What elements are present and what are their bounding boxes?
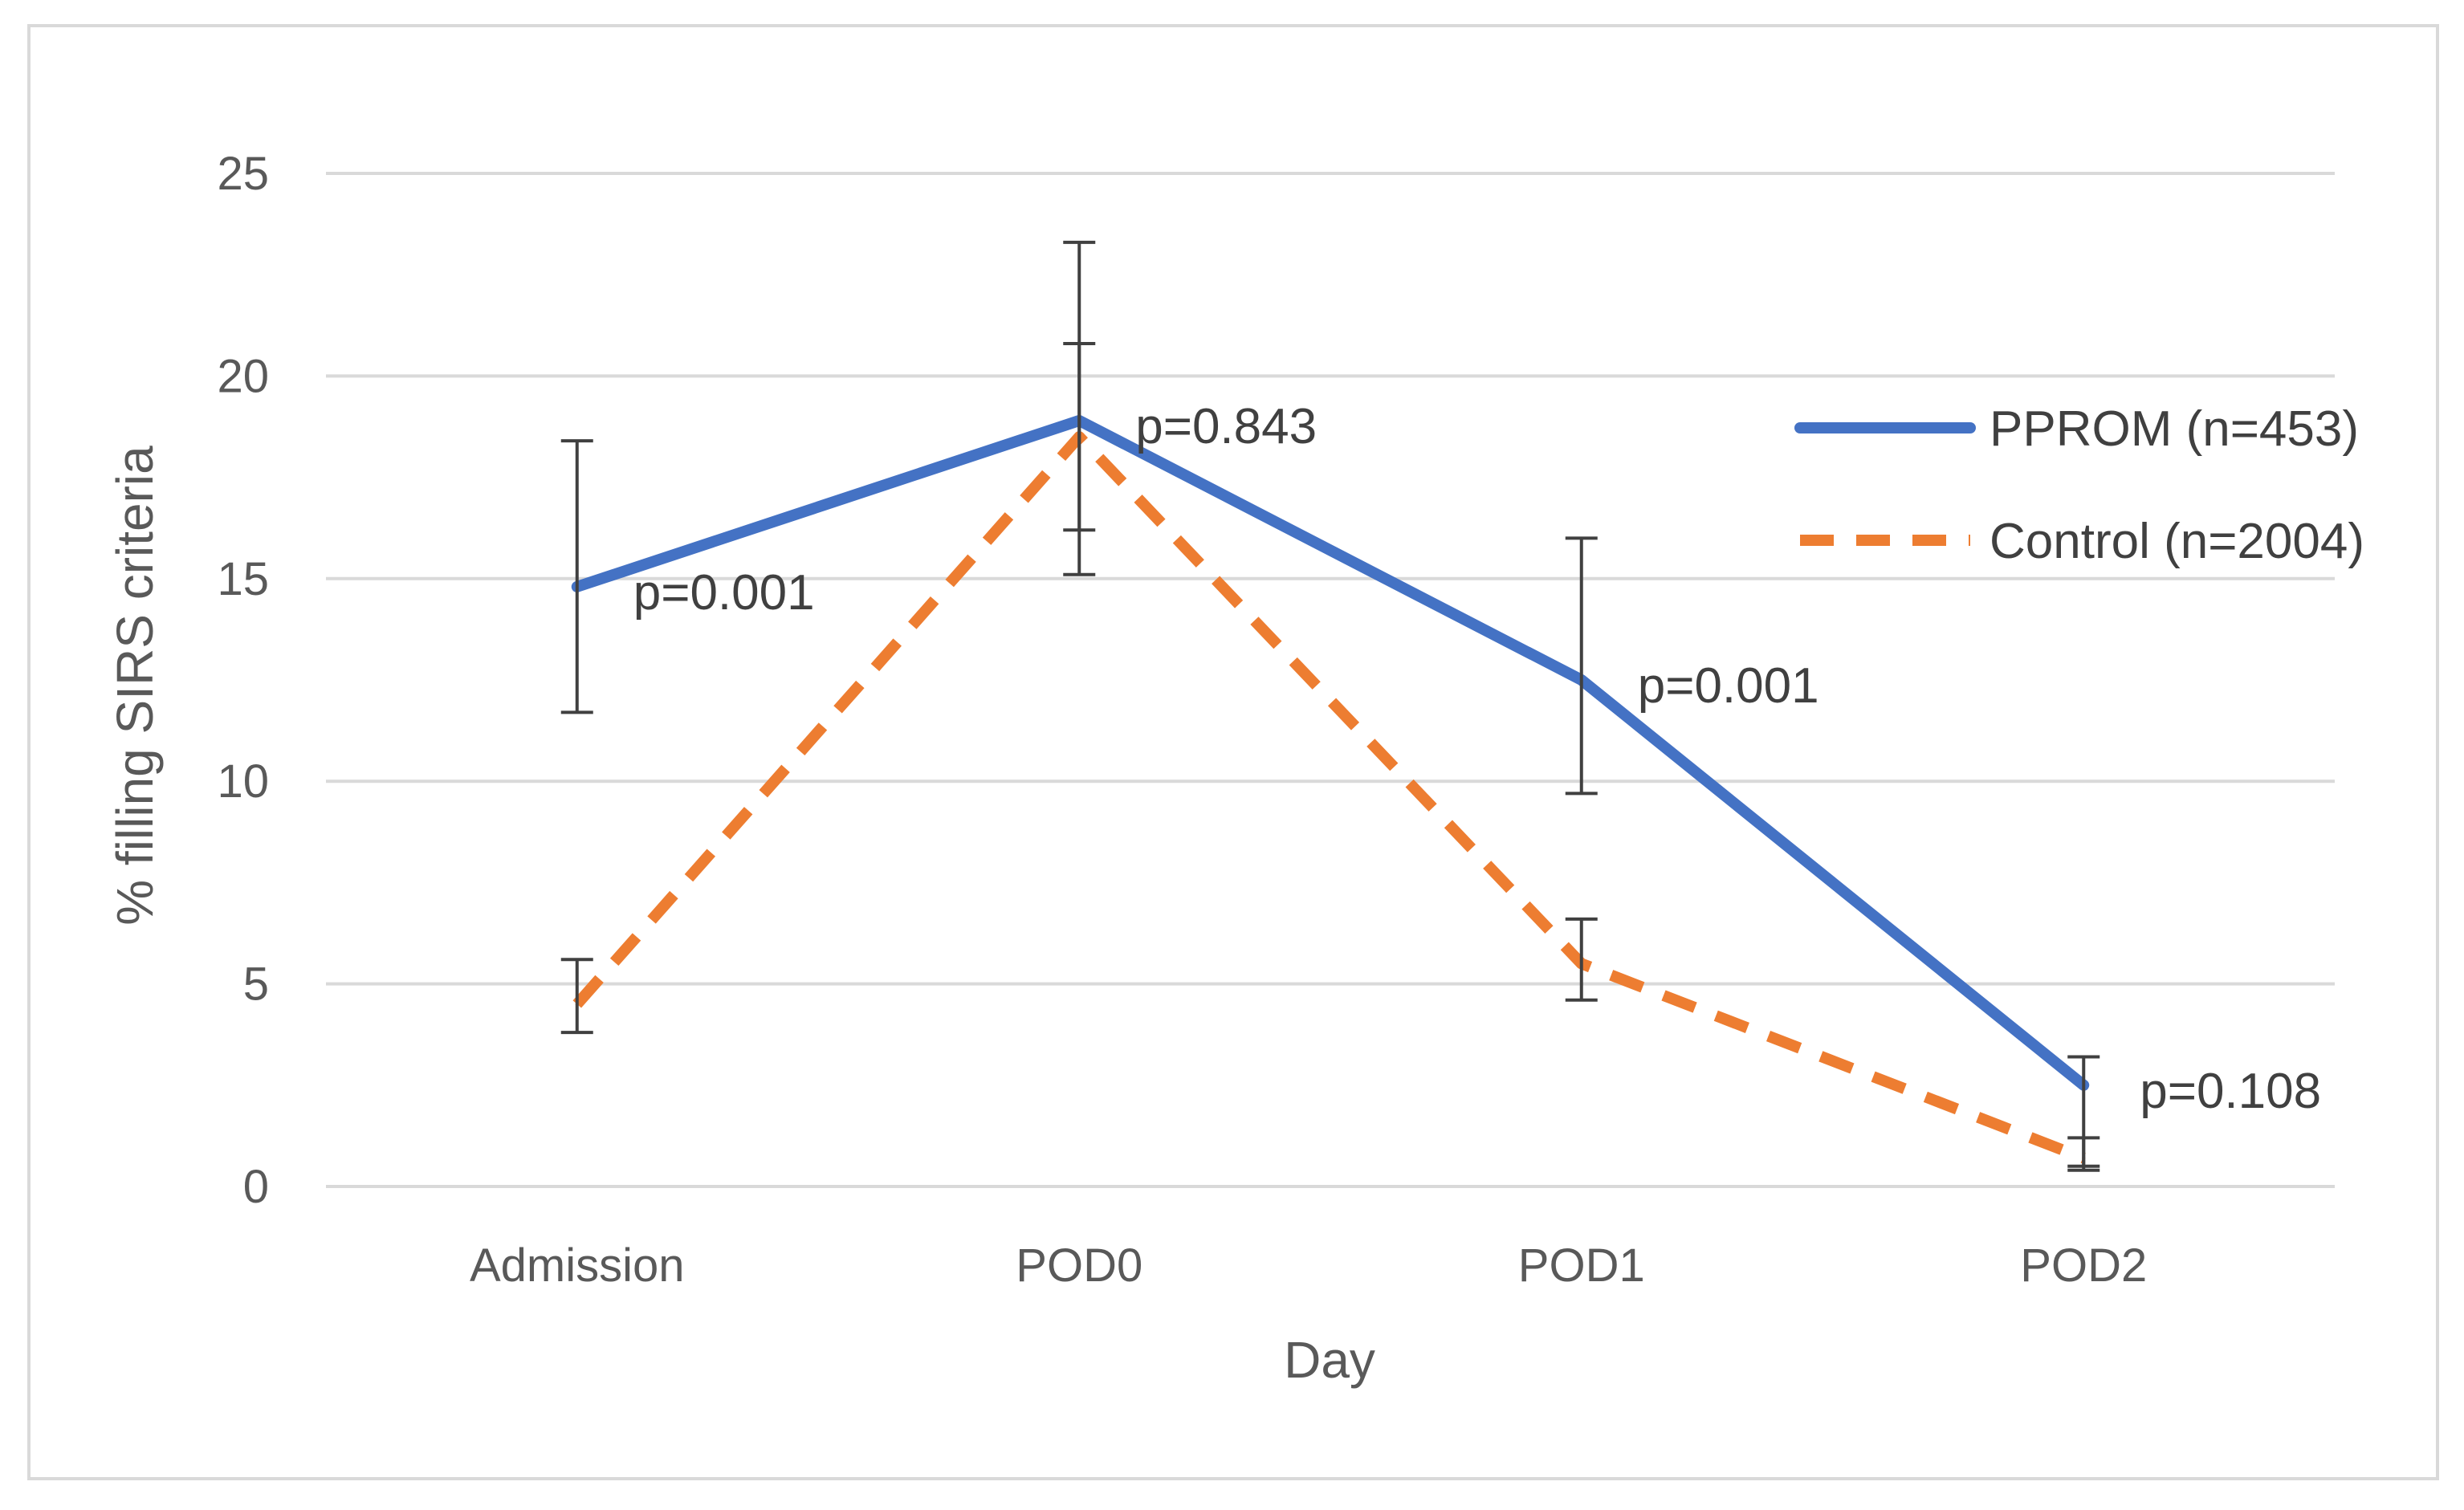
p-value-admission: p=0.001 xyxy=(633,565,815,621)
x-tick-label-admission: Admission xyxy=(470,1239,685,1292)
y-tick-label-10: 10 xyxy=(217,755,269,808)
y-tick-label-0: 0 xyxy=(243,1161,269,1213)
error-bar-control-n-2004-pod1 xyxy=(1565,917,1598,1002)
series-line-pprom-n-453 xyxy=(571,414,2090,1091)
y-tick-label-25: 25 xyxy=(217,148,269,200)
y-axis-ticks: 0 5 10 15 20 25 xyxy=(217,148,269,1213)
p-value-pod0: p=0.843 xyxy=(1135,399,1317,454)
error-bar-pprom-n-453-pod1 xyxy=(1565,536,1598,796)
error-bar-control-n-2004-admission xyxy=(560,958,593,1035)
x-tick-label-pod1: POD1 xyxy=(1518,1239,1645,1292)
chart-frame xyxy=(27,24,2439,1480)
gridlines xyxy=(326,172,2335,1188)
error-bar-pprom-n-453-admission xyxy=(560,439,593,714)
series-line-control-n-2004 xyxy=(572,431,2086,1164)
y-axis-title: % filling SIRS criteria xyxy=(106,446,164,926)
y-tick-label-5: 5 xyxy=(243,959,269,1011)
legend: PPROM (n=453) Control (n=2004) xyxy=(1794,401,2364,569)
legend-label-pprom: PPROM (n=453) xyxy=(1990,401,2359,457)
x-tick-label-pod0: POD0 xyxy=(1016,1239,1142,1292)
x-axis-ticks: Admission POD0 POD1 POD2 xyxy=(470,1239,2147,1292)
x-axis-title: Day xyxy=(1284,1331,1375,1389)
y-tick-label-20: 20 xyxy=(217,350,269,402)
p-value-pod2: p=0.108 xyxy=(2140,1064,2321,1119)
error-bars xyxy=(560,240,2100,1172)
p-value-pod1: p=0.001 xyxy=(1638,658,1819,714)
p-value-annotations: p=0.001 p=0.843 p=0.001 p=0.108 xyxy=(633,399,2321,1119)
error-bar-control-n-2004-pod2 xyxy=(2067,1136,2100,1172)
x-tick-label-pod2: POD2 xyxy=(2020,1239,2147,1292)
y-tick-label-15: 15 xyxy=(217,553,269,605)
legend-label-control: Control (n=2004) xyxy=(1990,514,2364,569)
error-bar-control-n-2004-pod0 xyxy=(1063,342,1096,532)
